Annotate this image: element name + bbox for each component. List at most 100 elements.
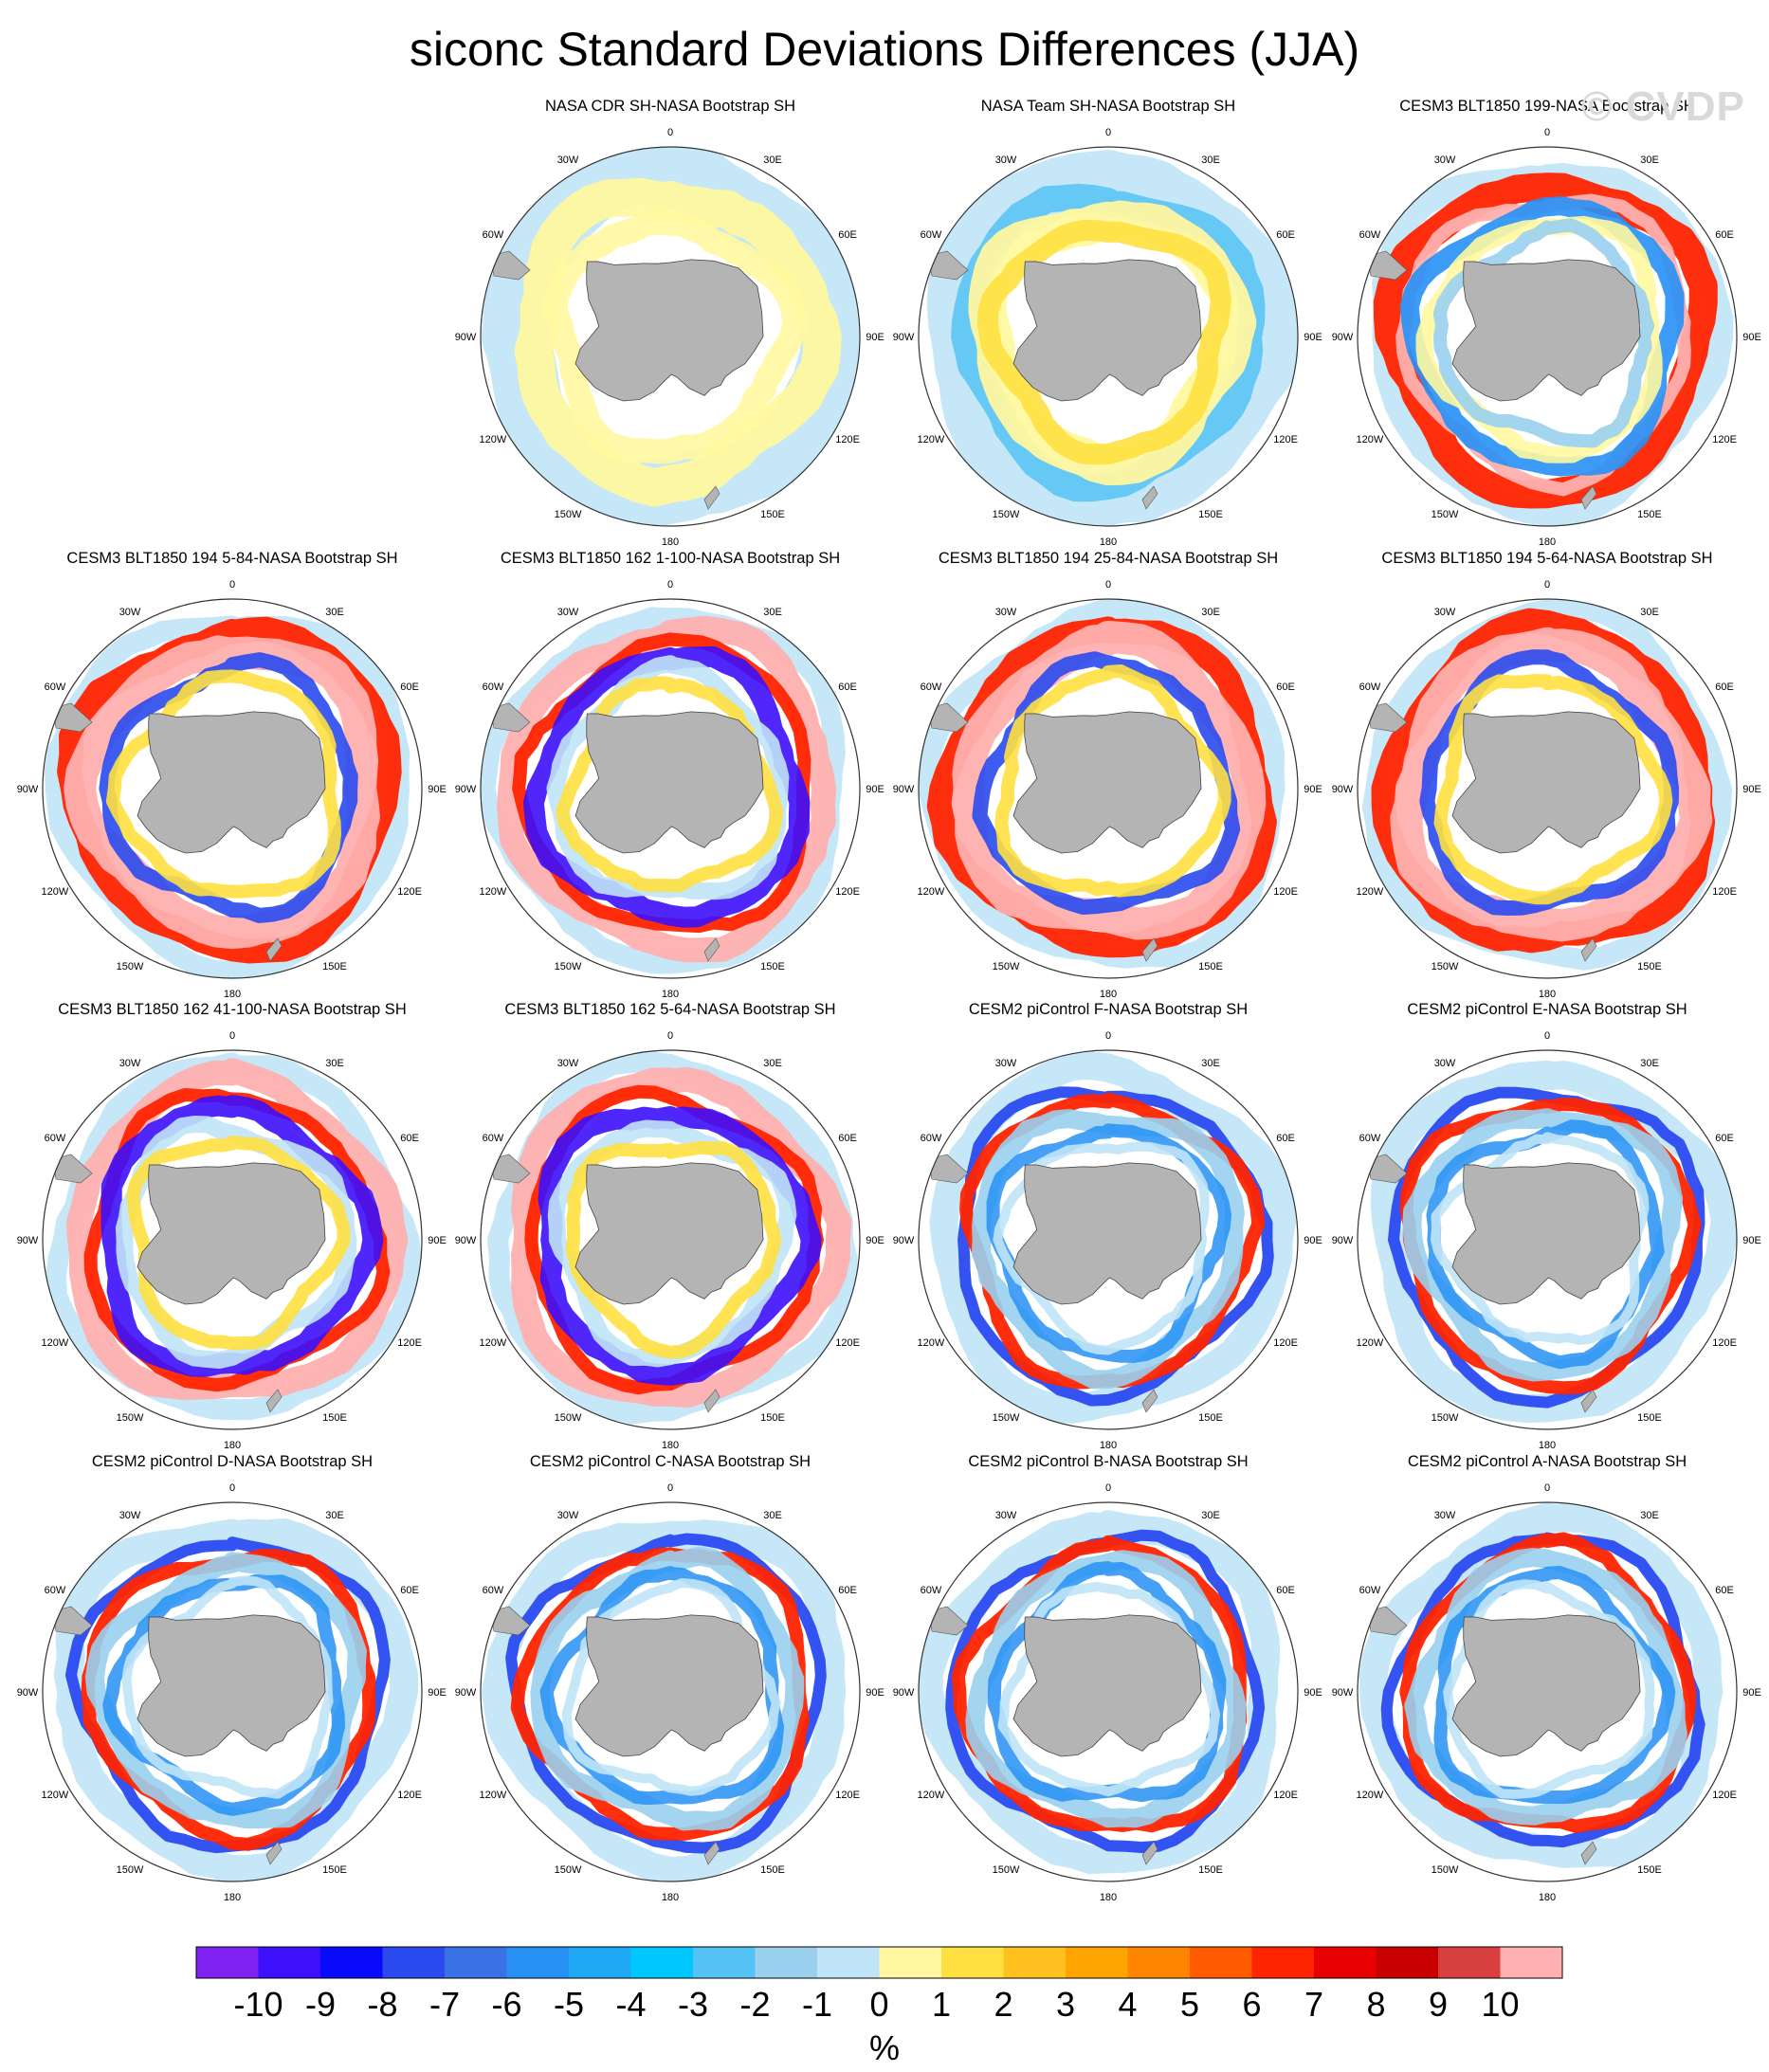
longitude-label: 30E bbox=[1201, 1058, 1220, 1069]
south-america-land bbox=[489, 250, 531, 281]
antarctica-land bbox=[137, 711, 326, 854]
new-zealand-land bbox=[703, 1389, 720, 1413]
polar-panel: CESM3 BLT1850 199-NASA Bootstrap SH 0 30E 6… bbox=[1332, 98, 1761, 548]
longitude-label: 0 bbox=[1544, 579, 1550, 591]
longitude-label: 0 bbox=[229, 1030, 235, 1042]
longitude-label: 0 bbox=[1105, 579, 1111, 591]
new-zealand-land bbox=[703, 1841, 720, 1865]
colorbar-tick-label: 10 bbox=[1481, 1985, 1519, 2024]
longitude-label: 90W bbox=[893, 1235, 915, 1246]
longitude-label: 120E bbox=[1712, 1337, 1737, 1349]
new-zealand-land bbox=[265, 1389, 283, 1413]
polar-panel: CESM3 BLT1850 162 5-64-NASA Bootstrap SH… bbox=[455, 1001, 884, 1451]
colorbar-tick-label: 3 bbox=[1056, 1985, 1075, 2024]
anomaly-band bbox=[951, 620, 1267, 940]
colorbar-tick-label: -7 bbox=[429, 1985, 460, 2024]
panel-title: CESM2 piControl A-NASA Bootstrap SH bbox=[1408, 1453, 1687, 1470]
longitude-label: 60W bbox=[1359, 682, 1381, 693]
longitude-label: 30E bbox=[1640, 607, 1659, 618]
longitude-label: 90E bbox=[1304, 1687, 1322, 1699]
longitude-label: 30E bbox=[325, 1058, 344, 1069]
panel-title: NASA Team SH-NASA Bootstrap SH bbox=[981, 98, 1235, 115]
colorbar-tick-label: -10 bbox=[233, 1985, 283, 2024]
longitude-label: 60W bbox=[483, 229, 504, 241]
longitude-label: 90W bbox=[17, 1687, 39, 1699]
colorbar-tick-label: 1 bbox=[932, 1985, 951, 2024]
longitude-label: 90E bbox=[866, 1687, 884, 1699]
longitude-label: 120W bbox=[918, 434, 945, 445]
longitude-label: 150E bbox=[1198, 1412, 1223, 1424]
colorbar-tick-label: 5 bbox=[1180, 1985, 1199, 2024]
longitude-label: 90E bbox=[866, 784, 884, 795]
new-zealand-land bbox=[1580, 1389, 1597, 1413]
longitude-label: 30E bbox=[325, 1510, 344, 1521]
longitude-label: 180 bbox=[1539, 989, 1556, 1000]
longitude-label: 30W bbox=[1434, 607, 1456, 618]
longitude-label: 120W bbox=[1357, 1337, 1384, 1349]
longitude-label: 180 bbox=[1100, 989, 1117, 1000]
colorbar-swatch bbox=[1500, 1947, 1563, 1978]
longitude-label: 30E bbox=[763, 607, 782, 618]
longitude-label: 60E bbox=[1715, 682, 1734, 693]
south-america-land bbox=[489, 1154, 531, 1184]
panel-field bbox=[481, 1502, 860, 1881]
map-boundary bbox=[42, 1049, 423, 1430]
colorbar-tick-label: 7 bbox=[1304, 1985, 1323, 2024]
longitude-label: 60W bbox=[1359, 229, 1381, 241]
map-boundary bbox=[42, 598, 423, 979]
antarctica-land bbox=[574, 259, 764, 402]
anomaly-band bbox=[530, 1546, 805, 1831]
longitude-label: 150E bbox=[322, 961, 347, 972]
new-zealand-land bbox=[265, 1841, 283, 1865]
anomaly-band bbox=[505, 1533, 827, 1854]
longitude-label: 0 bbox=[229, 579, 235, 591]
anomaly-band bbox=[1373, 173, 1718, 509]
longitude-label: 90W bbox=[1332, 1235, 1354, 1246]
polar-panel: CESM2 piControl C-NASA Bootstrap SH 0 30E 6… bbox=[455, 1453, 884, 1903]
anomaly-band bbox=[522, 645, 811, 928]
longitude-label: 60E bbox=[400, 682, 419, 693]
colorbar-tick-label: -1 bbox=[802, 1985, 832, 2024]
anomaly-band bbox=[482, 1519, 847, 1881]
south-america-land bbox=[51, 702, 93, 733]
longitude-label: 60W bbox=[45, 1585, 66, 1596]
panel-title: CESM3 BLT1850 194 5-64-NASA Bootstrap SH bbox=[1381, 550, 1712, 567]
longitude-label: 60W bbox=[1359, 1585, 1381, 1596]
panel-title: CESM2 piControl C-NASA Bootstrap SH bbox=[530, 1453, 811, 1470]
colorbar-tick-label: -2 bbox=[739, 1985, 770, 2024]
longitude-label: 30E bbox=[1201, 1510, 1220, 1521]
longitude-label: 180 bbox=[1100, 1440, 1117, 1451]
longitude-label: 90E bbox=[1742, 332, 1761, 343]
anomaly-band bbox=[1380, 1532, 1705, 1848]
longitude-label: 120W bbox=[1357, 434, 1384, 445]
panel-field bbox=[1358, 1050, 1737, 1429]
panel-field bbox=[919, 599, 1298, 978]
longitude-label: 120W bbox=[918, 886, 945, 898]
antarctica-land bbox=[1451, 1162, 1641, 1305]
anomaly-band bbox=[1399, 196, 1685, 477]
south-america-land bbox=[51, 1154, 93, 1184]
longitude-label: 60E bbox=[400, 1133, 419, 1144]
colorbar-swatch bbox=[258, 1947, 321, 1978]
longitude-label: 60E bbox=[1276, 1133, 1295, 1144]
longitude-label: 90E bbox=[1742, 1687, 1761, 1699]
longitude-label: 90W bbox=[893, 784, 915, 795]
longitude-label: 150W bbox=[993, 1864, 1020, 1876]
cvdp-watermark: © CVDP bbox=[1581, 83, 1745, 130]
anomaly-band bbox=[919, 1510, 1281, 1875]
longitude-label: 150W bbox=[555, 1412, 582, 1424]
longitude-label: 30W bbox=[995, 154, 1017, 166]
anomaly-band bbox=[64, 635, 380, 950]
polar-panel: CESM2 piControl D-NASA Bootstrap SH 0 30E 6… bbox=[17, 1453, 447, 1903]
polar-panel: CESM3 BLT1850 194 5-64-NASA Bootstrap SH… bbox=[1332, 550, 1761, 1000]
longitude-label: 180 bbox=[662, 989, 679, 1000]
longitude-label: 90W bbox=[455, 1687, 477, 1699]
longitude-label: 150W bbox=[117, 1864, 144, 1876]
panel-field bbox=[481, 1050, 860, 1429]
longitude-label: 120E bbox=[835, 1790, 860, 1801]
antarctica-land bbox=[1012, 1614, 1202, 1757]
colorbar-swatch bbox=[1190, 1947, 1252, 1978]
antarctica-land bbox=[1012, 1162, 1202, 1305]
new-zealand-land bbox=[1580, 1841, 1597, 1865]
map-boundary bbox=[1357, 1501, 1738, 1882]
